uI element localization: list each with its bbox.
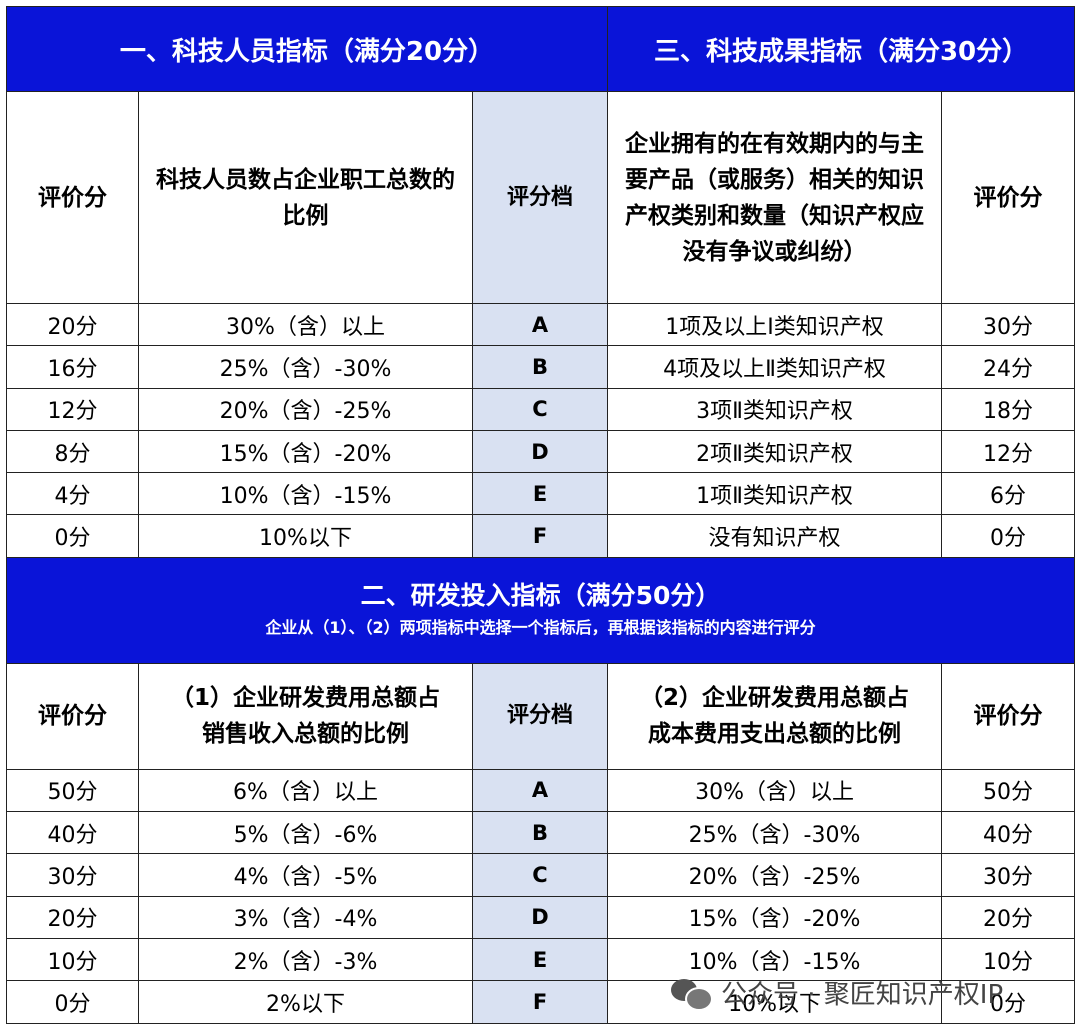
ip-score-cell: 6分 — [941, 472, 1076, 516]
grade-cell: E — [471, 472, 609, 516]
ratio-cell: 10%（含）-15% — [138, 472, 473, 516]
ratio-cell: 25%（含）-30% — [138, 345, 473, 389]
header-sales-ratio: （1）企业研发费用总额占销售收入总额的比例 — [138, 662, 473, 770]
header-grade: 评分档 — [471, 91, 609, 304]
sales-ratio-cell: 6%（含）以上 — [138, 768, 473, 813]
cost-score-cell: 50分 — [941, 768, 1076, 813]
grade-cell: D — [471, 895, 609, 939]
cost-score-cell: 0分 — [941, 980, 1076, 1024]
header-score-right: 评价分 — [941, 662, 1076, 770]
table-row: 20分 30%（含）以上 A 1项及以上Ⅰ类知识产权 30分 — [6, 302, 1076, 347]
section3-banner: 三、科技成果指标（满分30分） — [607, 6, 1076, 92]
ratio-cell: 30%（含）以上 — [138, 302, 473, 347]
sales-ratio-cell: 5%（含）-6% — [138, 811, 473, 855]
score-cell: 20分 — [6, 895, 139, 939]
score-cell: 12分 — [6, 387, 139, 431]
score-cell: 50分 — [6, 768, 139, 813]
grade-cell: F — [471, 514, 609, 558]
cost-score-cell: 10分 — [941, 937, 1076, 982]
cost-score-cell: 40分 — [941, 811, 1076, 855]
table-row: 40分 5%（含）-6% B 25%（含）-30% 40分 — [6, 811, 1076, 855]
table-row: 20分 3%（含）-4% D 15%（含）-20% 20分 — [6, 895, 1076, 939]
cost-score-cell: 30分 — [941, 853, 1076, 897]
cost-score-cell: 20分 — [941, 895, 1076, 939]
score-cell: 16分 — [6, 345, 139, 389]
ip-cell: 1项及以上Ⅰ类知识产权 — [607, 302, 943, 347]
sales-ratio-cell: 2%（含）-3% — [138, 937, 473, 982]
grade-cell: C — [471, 387, 609, 431]
grade-cell: B — [471, 811, 609, 855]
section2-note: 企业从（1）、（2）两项指标中选择一个指标后，再根据该指标的内容进行评分 — [265, 618, 816, 638]
grade-cell: E — [471, 937, 609, 982]
grade-cell: A — [471, 768, 609, 813]
score-cell: 10分 — [6, 937, 139, 982]
cost-ratio-cell: 15%（含）-20% — [607, 895, 943, 939]
table-row: 0分 10%以下 F 没有知识产权 0分 — [6, 514, 1076, 558]
grade-cell: A — [471, 302, 609, 347]
cost-ratio-cell: 10%以下 — [607, 980, 943, 1024]
score-cell: 0分 — [6, 980, 139, 1024]
header-score-left: 评价分 — [6, 662, 139, 770]
table-row: 8分 15%（含）-20% D 2项Ⅱ类知识产权 12分 — [6, 429, 1076, 474]
cost-ratio-cell: 20%（含）-25% — [607, 853, 943, 897]
score-cell: 30分 — [6, 853, 139, 897]
header-grade: 评分档 — [471, 662, 609, 770]
scoring-table: 一、科技人员指标（满分20分） 三、科技成果指标（满分30分） 评价分 科技人员… — [5, 6, 1076, 1024]
header-ip: 企业拥有的在有效期内的与主要产品（或服务）相关的知识产权类别和数量（知识产权应没… — [607, 91, 943, 304]
score-cell: 40分 — [6, 811, 139, 855]
ip-cell: 1项Ⅱ类知识产权 — [607, 472, 943, 516]
header-score-right: 评价分 — [941, 91, 1076, 304]
ratio-cell: 20%（含）-25% — [138, 387, 473, 431]
grade-cell: D — [471, 429, 609, 474]
grade-cell: F — [471, 980, 609, 1024]
header-staff-ratio: 科技人员数占企业职工总数的比例 — [138, 91, 473, 304]
watermark: 公众号 · 聚匠知识产权IP — [669, 970, 1049, 1014]
ip-score-cell: 24分 — [941, 345, 1076, 389]
ip-score-cell: 0分 — [941, 514, 1076, 558]
score-cell: 4分 — [6, 472, 139, 516]
ip-cell: 没有知识产权 — [607, 514, 943, 558]
section1-banner: 一、科技人员指标（满分20分） — [5, 6, 609, 92]
cost-ratio-cell: 30%（含）以上 — [607, 768, 943, 813]
grade-cell: B — [471, 345, 609, 389]
ip-cell: 2项Ⅱ类知识产权 — [607, 429, 943, 474]
sales-ratio-cell: 2%以下 — [138, 980, 473, 1024]
table-row: 16分 25%（含）-30% B 4项及以上Ⅱ类知识产权 24分 — [6, 345, 1076, 389]
ratio-cell: 15%（含）-20% — [138, 429, 473, 474]
grade-cell: C — [471, 853, 609, 897]
ip-score-cell: 12分 — [941, 429, 1076, 474]
header-cost-ratio: （2）企业研发费用总额占成本费用支出总额的比例 — [607, 662, 943, 770]
table-row: 50分 6%（含）以上 A 30%（含）以上 50分 — [6, 768, 1076, 813]
ip-score-cell: 30分 — [941, 302, 1076, 347]
sales-ratio-cell: 3%（含）-4% — [138, 895, 473, 939]
table-row: 0分 2%以下 F 10%以下 0分 — [6, 980, 1076, 1024]
wechat-icon — [669, 975, 713, 1011]
ip-score-cell: 18分 — [941, 387, 1076, 431]
table-row: 30分 4%（含）-5% C 20%（含）-25% 30分 — [6, 853, 1076, 897]
section2-banner: 二、研发投入指标（满分50分） 企业从（1）、（2）两项指标中选择一个指标后，再… — [5, 556, 1076, 664]
header-score-left: 评价分 — [6, 91, 139, 304]
score-cell: 0分 — [6, 514, 139, 558]
table-row: 4分 10%（含）-15% E 1项Ⅱ类知识产权 6分 — [6, 472, 1076, 516]
score-cell: 8分 — [6, 429, 139, 474]
watermark-text: 公众号 · 聚匠知识产权IP — [721, 979, 1004, 1010]
ip-cell: 4项及以上Ⅱ类知识产权 — [607, 345, 943, 389]
cost-ratio-cell: 25%（含）-30% — [607, 811, 943, 855]
sales-ratio-cell: 4%（含）-5% — [138, 853, 473, 897]
ip-cell: 3项Ⅱ类知识产权 — [607, 387, 943, 431]
table-row: 12分 20%（含）-25% C 3项Ⅱ类知识产权 18分 — [6, 387, 1076, 431]
ratio-cell: 10%以下 — [138, 514, 473, 558]
section2-title: 二、研发投入指标（满分50分） — [360, 581, 721, 611]
score-cell: 20分 — [6, 302, 139, 347]
